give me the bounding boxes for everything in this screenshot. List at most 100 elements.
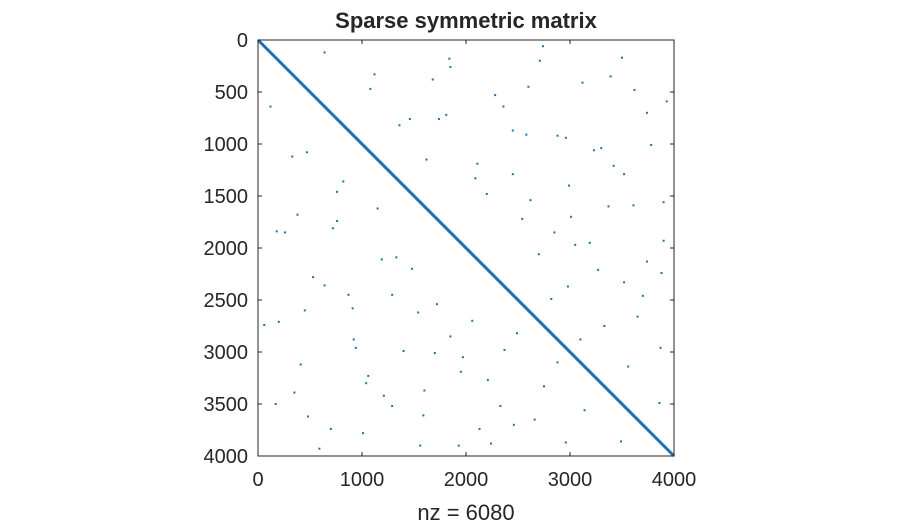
- nonzero-marker: [503, 348, 506, 351]
- nonzero-marker: [277, 320, 280, 323]
- nonzero-marker: [609, 75, 612, 78]
- nonzero-marker: [284, 231, 287, 234]
- nonzero-marker: [445, 113, 448, 116]
- nonzero-marker: [382, 394, 385, 397]
- nonzero-marker: [636, 315, 639, 318]
- nonzero-marker: [588, 241, 591, 244]
- nonzero-marker: [395, 256, 398, 259]
- nonzero-marker: [471, 319, 474, 322]
- nonzero-marker: [457, 444, 460, 447]
- y-tick-label: 1500: [204, 186, 249, 208]
- nonzero-marker: [306, 415, 309, 418]
- nonzero-marker: [556, 134, 559, 137]
- nonzero-marker: [299, 363, 302, 366]
- nonzero-marker: [449, 66, 452, 69]
- x-axis-ticks: 0 1000 2000 3000 4000: [252, 40, 696, 491]
- nonzero-marker: [515, 332, 518, 335]
- nonzero-marker: [623, 281, 626, 284]
- x-tick-label: 2000: [444, 469, 489, 491]
- nonzero-marker: [600, 147, 603, 150]
- nonzero-marker: [623, 173, 626, 176]
- nonzero-marker: [362, 432, 365, 435]
- nonzero-marker: [553, 231, 556, 234]
- nonzero-marker: [448, 57, 451, 60]
- nonzero-marker: [303, 309, 306, 312]
- nonzero-marker: [367, 374, 370, 377]
- nonzero-marker: [512, 423, 515, 426]
- y-tick-label: 1000: [204, 134, 249, 156]
- y-tick-label: 2500: [204, 290, 249, 312]
- nonzero-marker: [641, 294, 644, 297]
- nonzero-marker: [550, 297, 553, 300]
- nonzero-marker: [494, 94, 497, 97]
- nonzero-marker: [659, 346, 662, 349]
- y-tick-label: 2000: [204, 238, 249, 260]
- nonzero-marker: [645, 260, 648, 263]
- nonzero-marker: [274, 403, 277, 405]
- nonzero-marker: [423, 389, 426, 392]
- nonzero-marker: [543, 385, 545, 388]
- nonzero-marker: [449, 335, 452, 338]
- nonzero-marker: [336, 219, 339, 222]
- nonzero-marker: [323, 284, 326, 287]
- nonzero-marker: [419, 444, 422, 447]
- nonzero-marker: [662, 201, 665, 204]
- nonzero-marker: [398, 124, 401, 127]
- nonzero-marker: [431, 78, 434, 81]
- nonzero-marker: [665, 100, 668, 103]
- nonzero-marker: [564, 136, 567, 139]
- nonzero-marker: [511, 129, 514, 132]
- nonzero-marker: [633, 88, 636, 91]
- nonzero-marker: [525, 133, 528, 136]
- nonzero-markers: [263, 45, 668, 450]
- nonzero-marker: [331, 227, 334, 230]
- nonzero-marker: [296, 213, 299, 216]
- x-axis-label: nz = 6080: [417, 500, 514, 525]
- nonzero-marker: [603, 325, 606, 327]
- nonzero-marker: [574, 243, 577, 246]
- nonzero-marker: [529, 199, 532, 202]
- nonzero-marker: [581, 81, 584, 84]
- nonzero-marker: [521, 217, 524, 220]
- nonzero-marker: [417, 311, 420, 314]
- y-tick-label: 0: [237, 30, 248, 52]
- nonzero-marker: [564, 441, 567, 444]
- nonzero-marker: [433, 352, 436, 355]
- nonzero-marker: [485, 192, 488, 195]
- x-tick-label: 0: [252, 469, 263, 491]
- nonzero-marker: [402, 349, 405, 352]
- nonzero-marker: [373, 73, 376, 76]
- nonzero-marker: [511, 173, 514, 176]
- nonzero-marker: [662, 239, 665, 242]
- nonzero-marker: [570, 215, 573, 218]
- nonzero-marker: [323, 51, 326, 54]
- nonzero-marker: [422, 414, 425, 417]
- nonzero-marker: [435, 303, 438, 306]
- nonzero-marker: [425, 158, 428, 161]
- nonzero-marker: [538, 59, 541, 62]
- nonzero-marker: [660, 271, 663, 274]
- nonzero-marker: [342, 180, 345, 183]
- nonzero-marker: [293, 391, 296, 394]
- nonzero-marker: [579, 338, 582, 341]
- nonzero-marker: [461, 356, 464, 359]
- nonzero-marker: [592, 149, 595, 152]
- nonzero-marker: [541, 45, 544, 48]
- nonzero-marker: [291, 155, 294, 158]
- nonzero-marker: [352, 338, 355, 341]
- nonzero-marker: [380, 258, 383, 261]
- nonzero-marker: [597, 268, 600, 271]
- y-tick-label: 3000: [204, 342, 249, 364]
- nonzero-marker: [619, 440, 622, 443]
- x-tick-label: 3000: [548, 469, 593, 491]
- nonzero-marker: [567, 184, 570, 187]
- nonzero-marker: [650, 144, 653, 147]
- chart-title: Sparse symmetric matrix: [335, 8, 597, 33]
- nonzero-marker: [263, 323, 266, 326]
- nonzero-marker: [527, 85, 530, 88]
- nonzero-marker: [329, 427, 332, 430]
- nonzero-marker: [391, 293, 394, 296]
- nonzero-marker: [437, 118, 440, 121]
- nonzero-marker: [351, 307, 354, 310]
- nonzero-marker: [391, 405, 394, 408]
